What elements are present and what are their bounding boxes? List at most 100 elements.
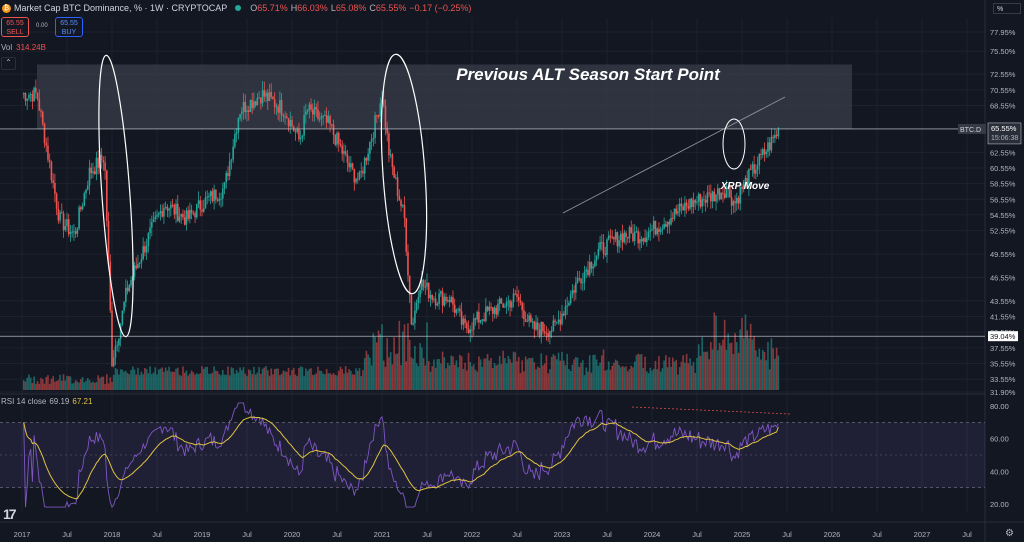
- candle-body: [443, 296, 446, 306]
- candle-body: [566, 305, 568, 307]
- candle-body: [121, 310, 124, 325]
- candle-body: [476, 311, 478, 320]
- settings-icon[interactable]: ⚙: [1005, 528, 1014, 539]
- volume-bar: [48, 383, 51, 390]
- candle-body: [118, 338, 120, 346]
- candle-body: [52, 180, 54, 183]
- candle-body: [500, 298, 503, 304]
- candle-body: [446, 300, 449, 302]
- volume-bar: [170, 371, 172, 390]
- volume-bar: [298, 367, 300, 390]
- volume-bar: [768, 369, 771, 390]
- volume-bar: [408, 339, 411, 390]
- volume-bar: [24, 381, 27, 390]
- volume-bar: [78, 382, 80, 390]
- candle-body: [303, 114, 305, 136]
- candle-body: [609, 235, 612, 237]
- volume-bar: [256, 372, 259, 390]
- volume-bar: [301, 367, 304, 390]
- candle-body: [415, 302, 418, 311]
- candle-body: [408, 275, 411, 296]
- volume-bar: [637, 353, 639, 390]
- volume-bar: [339, 366, 342, 390]
- volume-bar: [609, 369, 612, 390]
- volume-bar: [436, 359, 439, 390]
- candle-body: [761, 149, 764, 155]
- candle-body: [457, 308, 459, 310]
- volume-bar: [491, 368, 494, 390]
- candle-body: [299, 137, 302, 140]
- candle-body: [317, 109, 319, 119]
- candle-body: [483, 319, 485, 321]
- candle-body: [192, 212, 195, 214]
- volume-bar: [379, 333, 382, 390]
- collapse-chevron-icon[interactable]: ⌃: [1, 57, 16, 70]
- volume-bar: [386, 338, 388, 390]
- candle-body: [363, 158, 366, 174]
- volume-bar: [675, 359, 678, 390]
- candle-body: [197, 200, 200, 204]
- candle-body: [246, 110, 248, 113]
- candle-body: [327, 116, 330, 123]
- tradingview-logo-icon[interactable]: 17: [3, 506, 17, 522]
- candle-body: [696, 201, 698, 203]
- volume-bar: [670, 366, 672, 390]
- candle-body: [356, 178, 359, 180]
- candle-body: [183, 217, 186, 225]
- volume-bar: [441, 351, 444, 390]
- volume-bar: [381, 324, 383, 390]
- candle-body: [498, 298, 501, 304]
- candle-body: [92, 171, 94, 174]
- candle-body: [633, 231, 636, 242]
- candle-body: [331, 124, 333, 126]
- candle-body: [479, 319, 482, 323]
- candle-body: [725, 189, 728, 198]
- candle-body: [305, 111, 307, 115]
- candle-body: [583, 271, 586, 283]
- volume-bar: [498, 355, 501, 390]
- percent-scale-button[interactable]: %: [993, 3, 1021, 14]
- volume-bar: [41, 379, 44, 390]
- candle-body: [230, 159, 233, 162]
- time-axis-label: Jul: [422, 530, 432, 539]
- candle-body: [654, 220, 657, 235]
- candle-body: [481, 319, 484, 321]
- candle-body: [149, 227, 151, 234]
- volume-bar: [706, 351, 709, 390]
- volume-bar: [526, 359, 529, 390]
- volume-bar: [507, 355, 510, 390]
- candle-body: [107, 220, 110, 262]
- interval[interactable]: 1W: [150, 3, 164, 13]
- buy-button[interactable]: 65.55 BUY: [55, 17, 83, 37]
- rsi-axis-label: 80.00: [990, 402, 1009, 411]
- candle-body: [576, 278, 579, 283]
- volume-bar: [614, 359, 617, 390]
- time-axis-label: Jul: [962, 530, 972, 539]
- candle-body: [543, 331, 546, 334]
- candle-body: [144, 246, 146, 253]
- volume-bar: [50, 378, 53, 390]
- volume-bar: [182, 366, 184, 390]
- symbol-title[interactable]: Market Cap BTC Dominance, %: [14, 3, 143, 13]
- candle-body: [530, 315, 532, 322]
- sell-button[interactable]: 65.55 SELL: [1, 17, 29, 37]
- volume-bar: [640, 354, 643, 390]
- candle-body: [585, 269, 588, 272]
- candle-body: [294, 131, 297, 133]
- volume-bar: [536, 366, 539, 390]
- candle-body: [556, 321, 558, 323]
- volume-bar: [294, 374, 297, 390]
- volume-bar: [535, 369, 537, 390]
- candle-body: [523, 310, 525, 319]
- volume-bar: [486, 353, 489, 390]
- candle-body: [76, 228, 79, 234]
- volume-bar: [31, 383, 34, 390]
- candle-body: [384, 105, 387, 128]
- candle-body: [713, 191, 716, 202]
- volume-bar: [668, 357, 671, 390]
- volume-bar: [509, 359, 511, 390]
- volume-bar: [234, 373, 236, 390]
- candle-body: [263, 90, 266, 97]
- volume-bar: [651, 370, 653, 390]
